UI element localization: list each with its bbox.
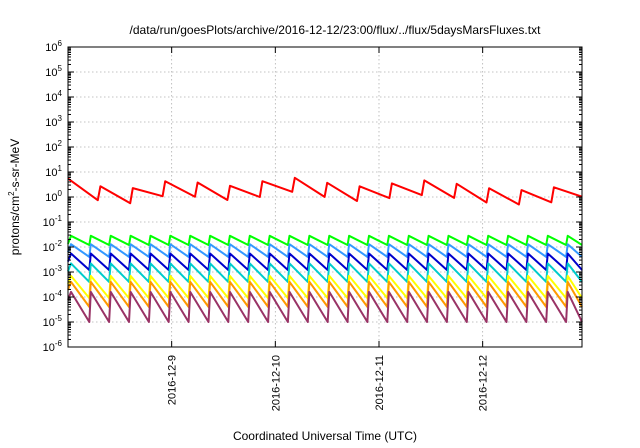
- x-tick-label: 2016-12-10: [270, 355, 282, 411]
- y-tick-exp: -5: [55, 314, 63, 323]
- y-tick-label: 10-4: [43, 289, 63, 304]
- y-tick-base: 10: [45, 192, 57, 204]
- y-axis-label-sup: 2: [7, 191, 16, 196]
- y-tick-exp: 0: [58, 189, 63, 198]
- y-axis-label-pre: protons/cm: [8, 196, 22, 255]
- y-tick-label: 103: [45, 114, 62, 129]
- y-tick-base: 10: [45, 92, 57, 104]
- x-tick-label: 2016-12-12: [478, 355, 490, 411]
- y-tick-base: 10: [43, 242, 55, 254]
- x-axis-label: Coordinated Universal Time (UTC): [233, 429, 417, 443]
- y-tick-label: 10-1: [43, 214, 63, 229]
- y-tick-exp: -4: [55, 289, 63, 298]
- y-tick-base: 10: [43, 267, 55, 279]
- y-tick-base: 10: [45, 167, 57, 179]
- y-axis-label: protons/cm2-s-sr-MeV: [7, 139, 22, 255]
- y-axis-label-post: -s-sr-MeV: [8, 139, 22, 192]
- y-tick-label: 10-3: [43, 264, 63, 279]
- y-tick-base: 10: [45, 117, 57, 129]
- chart-title: /data/run/goesPlots/archive/2016-12-12/2…: [130, 23, 542, 37]
- y-tick-base: 10: [43, 317, 55, 329]
- y-tick-label: 100: [45, 189, 62, 204]
- series-line: [67, 234, 583, 246]
- x-tick-label: 2016-12-9: [167, 355, 179, 405]
- y-tick-label: 105: [45, 64, 62, 79]
- y-tick-exp: 4: [58, 89, 63, 98]
- series-line: [67, 290, 583, 323]
- y-tick-base: 10: [45, 142, 57, 154]
- plot-frame: [67, 46, 583, 348]
- x-tick-label: 2016-12-11: [374, 355, 386, 410]
- series-line: [67, 252, 583, 271]
- y-tick-exp: -1: [55, 214, 63, 223]
- y-tick-exp: -6: [55, 339, 63, 348]
- series-group: [67, 176, 583, 323]
- y-tick-label: 102: [45, 139, 62, 154]
- y-tick-exp: -3: [55, 264, 63, 273]
- y-tick-exp: 3: [58, 114, 63, 123]
- y-tick-label: 101: [45, 164, 62, 179]
- series-line: [67, 176, 583, 206]
- y-tick-exp: 6: [58, 39, 63, 48]
- y-tick-base: 10: [45, 42, 57, 54]
- y-tick-exp: 2: [58, 139, 63, 148]
- series-line: [67, 243, 583, 258]
- y-tick-label: 106: [45, 39, 62, 54]
- y-tick-exp: 5: [58, 64, 63, 73]
- y-tick-label: 10-5: [43, 314, 63, 329]
- axes: 10-610-510-410-310-210-11001011021031041…: [43, 39, 582, 411]
- y-tick-base: 10: [43, 217, 55, 229]
- y-tick-label: 10-6: [43, 339, 63, 354]
- series-line: [67, 262, 583, 283]
- y-tick-exp: 1: [58, 164, 63, 173]
- y-tick-base: 10: [43, 292, 55, 304]
- y-tick-base: 10: [45, 67, 57, 79]
- y-tick-label: 104: [45, 89, 62, 104]
- grid: [68, 47, 582, 347]
- y-tick-label: 10-2: [43, 239, 63, 254]
- y-tick-exp: -2: [55, 239, 63, 248]
- y-tick-base: 10: [43, 342, 55, 354]
